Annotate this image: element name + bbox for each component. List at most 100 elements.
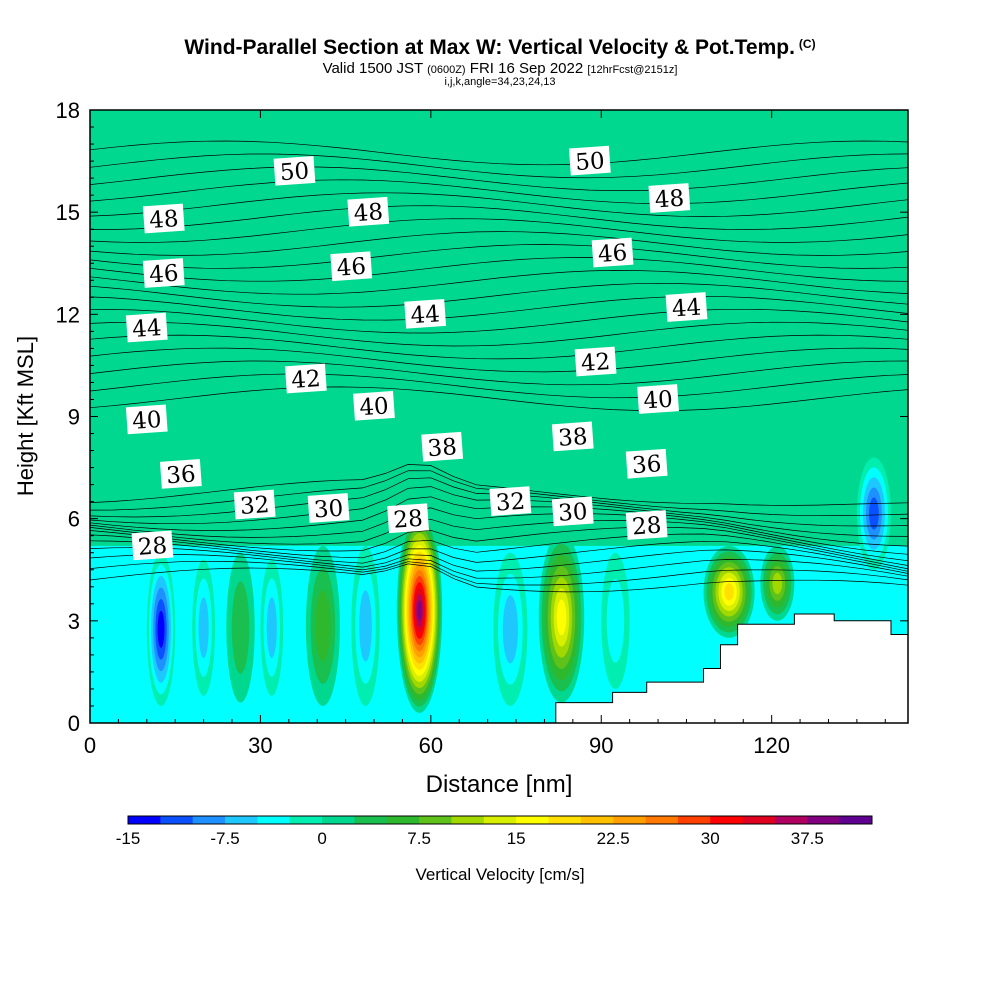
theta-label-box (347, 196, 390, 227)
theta-contour-24 (90, 257, 908, 282)
theta-label-box (648, 183, 691, 213)
theta-contour-23 (90, 270, 908, 295)
theta-label-text: 48 (353, 199, 384, 227)
theta-label-box (307, 493, 350, 523)
velocity-cell-10-level-7 (724, 583, 734, 601)
colorbar: -15 -7.5 0 7.5 15 22.5 30 37.5 (116, 815, 873, 848)
y-tick-label: 12 (56, 302, 80, 327)
theta-label-text: 42 (290, 366, 321, 394)
theta-label-20: 32 (233, 489, 276, 520)
theta-label-box (125, 312, 168, 343)
theta-label-text: 50 (574, 148, 605, 176)
colorbar-swatch (419, 816, 452, 824)
theta-label-19: 36 (625, 448, 668, 479)
theta-contour-3 (90, 547, 908, 574)
theta-contour-29 (90, 192, 908, 217)
theta-label-box (625, 510, 668, 540)
colorbar-swatch (483, 816, 517, 824)
theta-label-text: 36 (631, 451, 662, 479)
x-tick-label: 60 (419, 733, 443, 758)
chart-indices: i,j,k,angle=34,23,24,13 (444, 76, 556, 88)
theta-label-box (387, 503, 429, 534)
subtitle-valid: Valid 1500 JST (322, 60, 423, 77)
theta-contour-13 (90, 464, 908, 506)
theta-label-box (665, 292, 708, 322)
theta-label-box (551, 496, 594, 527)
y-tick-label: 9 (68, 405, 80, 430)
theta-label-box (284, 363, 327, 394)
colorbar-tick-label: 22.5 (597, 829, 630, 848)
colorbar-swatch (516, 816, 550, 824)
subtitle-forecast: [12hrFcst@2151z] (587, 64, 678, 76)
colorbar-swatch (580, 816, 614, 824)
chart-title: Wind-Parallel Section at Max W: Vertical… (0, 36, 1000, 60)
theta-label-box (489, 486, 532, 516)
theta-label-23: 30 (551, 496, 594, 527)
theta-contour-21 (90, 295, 908, 321)
theta-label-text: 48 (654, 186, 685, 214)
theta-label-box (421, 431, 464, 462)
theta-label-24: 28 (131, 530, 174, 561)
theta-contour-7 (90, 518, 908, 562)
theta-contour-0 (90, 563, 908, 593)
theta-label-26: 28 (625, 510, 668, 541)
subtitle-utc: (0600Z) (427, 64, 466, 76)
theta-label-21: 32 (489, 486, 532, 517)
chart-subtitle: Valid 1500 JST (0600Z) FRI 16 Sep 2022 [… (0, 60, 1000, 77)
colorbar-swatch (645, 816, 679, 824)
velocity-cell-8-level-6 (556, 599, 567, 636)
colorbar-swatch (322, 816, 355, 824)
colorbar-tick-label: 15 (507, 829, 526, 848)
colorbar-swatch (807, 816, 841, 824)
theta-contour-2 (90, 554, 908, 579)
theta-label-text: 40 (643, 387, 674, 415)
colorbar-swatch (160, 816, 194, 824)
theta-label-text: 28 (631, 513, 662, 541)
theta-contour-8 (90, 507, 908, 555)
colorbar-swatch (257, 816, 291, 824)
velocity-cell-2-level-1 (231, 581, 250, 674)
theta-contour-26 (90, 231, 908, 256)
velocity-cell-3-level-2 (266, 597, 277, 658)
colorbar-swatch (774, 816, 808, 824)
theta-label-text: 32 (239, 492, 270, 520)
theta-label-text: 40 (359, 393, 390, 421)
colorbar-swatch (451, 816, 485, 824)
theta-label-box (568, 145, 611, 176)
theta-label-text: 46 (148, 261, 179, 289)
theta-label-box (625, 448, 668, 479)
terrain-shape (90, 613, 908, 723)
theta-contour-25 (90, 244, 908, 269)
colorbar-tick-label: 0 (317, 829, 326, 848)
theta-label-box (125, 404, 168, 435)
theta-label-box (551, 421, 594, 452)
colorbar-tick-label: -7.5 (210, 829, 239, 848)
theta-label-box (330, 251, 373, 282)
theta-contour-31 (90, 166, 908, 191)
x-axis-label: Distance [nm] (426, 771, 573, 798)
theta-label-box (273, 155, 316, 186)
x-tick-label: 30 (248, 733, 272, 758)
theta-label-text: 46 (336, 254, 367, 282)
theta-contour-6 (90, 526, 908, 566)
theta-label-box (637, 384, 679, 414)
theta-contour-20 (90, 308, 908, 334)
theta-label-13: 40 (125, 404, 168, 435)
colorbar-tick-label: 37.5 (791, 829, 824, 848)
theta-contour-33 (90, 140, 908, 166)
theta-contours (90, 140, 908, 593)
theta-label-text: 42 (580, 349, 611, 377)
theta-label-16: 38 (421, 431, 464, 462)
theta-label-text: 40 (131, 407, 162, 435)
velocity-cell-6-level-15 (417, 600, 422, 621)
theta-label-4: 48 (648, 183, 691, 214)
theta-label-18: 36 (159, 459, 202, 489)
x-tick-label: 0 (84, 733, 96, 758)
colorbar-swatch (677, 816, 711, 824)
theta-label-text: 36 (165, 461, 196, 489)
velocity-cell-4-level-2 (315, 590, 331, 662)
theta-label-2: 48 (142, 203, 185, 234)
theta-contour-17 (90, 347, 908, 373)
colorbar-frame (127, 815, 873, 825)
